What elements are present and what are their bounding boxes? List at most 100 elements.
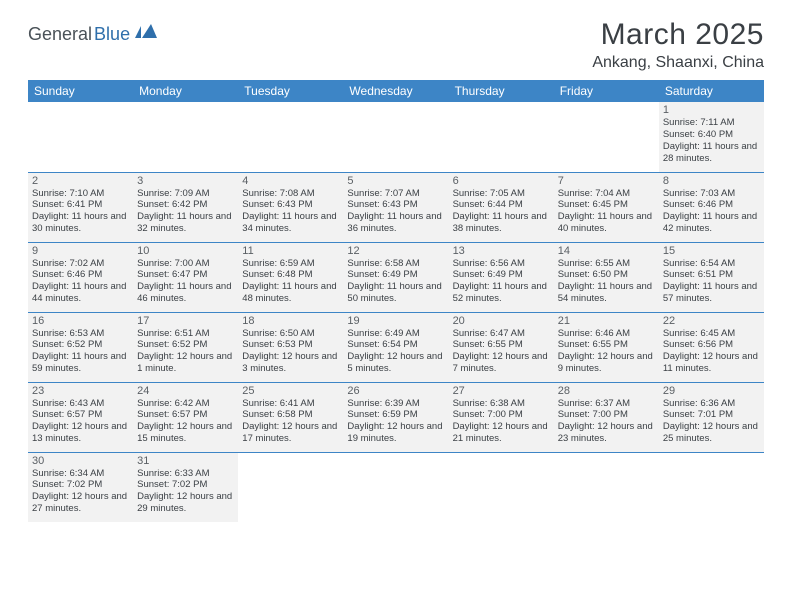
- day-number: 6: [453, 175, 550, 187]
- daylight-line: Daylight: 12 hours and 19 minutes.: [347, 421, 444, 445]
- sunrise-line: Sunrise: 6:50 AM: [242, 328, 339, 340]
- day-info: Sunrise: 6:58 AMSunset: 6:49 PMDaylight:…: [347, 258, 444, 306]
- sunset-line: Sunset: 6:54 PM: [347, 339, 444, 351]
- calendar-day-cell: [449, 102, 554, 172]
- day-info: Sunrise: 6:42 AMSunset: 6:57 PMDaylight:…: [137, 398, 234, 446]
- day-info: Sunrise: 6:34 AMSunset: 7:02 PMDaylight:…: [32, 468, 129, 516]
- sunset-line: Sunset: 6:53 PM: [242, 339, 339, 351]
- calendar-day-cell: 28Sunrise: 6:37 AMSunset: 7:00 PMDayligh…: [554, 382, 659, 452]
- day-info: Sunrise: 7:03 AMSunset: 6:46 PMDaylight:…: [663, 188, 760, 236]
- sunrise-line: Sunrise: 7:04 AM: [558, 188, 655, 200]
- calendar-day-cell: [238, 102, 343, 172]
- sunset-line: Sunset: 6:40 PM: [663, 129, 760, 141]
- calendar-day-cell: 2Sunrise: 7:10 AMSunset: 6:41 PMDaylight…: [28, 172, 133, 242]
- calendar-day-cell: [238, 452, 343, 522]
- sunrise-line: Sunrise: 6:34 AM: [32, 468, 129, 480]
- daylight-line: Daylight: 12 hours and 21 minutes.: [453, 421, 550, 445]
- logo: GeneralBlue: [28, 18, 157, 45]
- sunrise-line: Sunrise: 6:36 AM: [663, 398, 760, 410]
- daylight-line: Daylight: 12 hours and 11 minutes.: [663, 351, 760, 375]
- daylight-line: Daylight: 12 hours and 7 minutes.: [453, 351, 550, 375]
- daylight-line: Daylight: 11 hours and 30 minutes.: [32, 211, 129, 235]
- calendar-week-row: 2Sunrise: 7:10 AMSunset: 6:41 PMDaylight…: [28, 172, 764, 242]
- daylight-line: Daylight: 12 hours and 1 minute.: [137, 351, 234, 375]
- sunset-line: Sunset: 6:50 PM: [558, 269, 655, 281]
- daylight-line: Daylight: 11 hours and 48 minutes.: [242, 281, 339, 305]
- sunrise-line: Sunrise: 7:00 AM: [137, 258, 234, 270]
- day-number: 14: [558, 245, 655, 257]
- sunrise-line: Sunrise: 6:33 AM: [137, 468, 234, 480]
- day-info: Sunrise: 7:10 AMSunset: 6:41 PMDaylight:…: [32, 188, 129, 236]
- header: GeneralBlue March 2025 Ankang, Shaanxi, …: [28, 18, 764, 72]
- sunrise-line: Sunrise: 6:39 AM: [347, 398, 444, 410]
- sunrise-line: Sunrise: 7:11 AM: [663, 117, 760, 129]
- calendar-day-cell: 18Sunrise: 6:50 AMSunset: 6:53 PMDayligh…: [238, 312, 343, 382]
- sunset-line: Sunset: 7:02 PM: [137, 479, 234, 491]
- daylight-line: Daylight: 11 hours and 59 minutes.: [32, 351, 129, 375]
- calendar-week-row: 30Sunrise: 6:34 AMSunset: 7:02 PMDayligh…: [28, 452, 764, 522]
- calendar-day-cell: 10Sunrise: 7:00 AMSunset: 6:47 PMDayligh…: [133, 242, 238, 312]
- daylight-line: Daylight: 12 hours and 27 minutes.: [32, 491, 129, 515]
- calendar-week-row: 1Sunrise: 7:11 AMSunset: 6:40 PMDaylight…: [28, 102, 764, 172]
- calendar-day-cell: 30Sunrise: 6:34 AMSunset: 7:02 PMDayligh…: [28, 452, 133, 522]
- calendar-day-cell: 29Sunrise: 6:36 AMSunset: 7:01 PMDayligh…: [659, 382, 764, 452]
- calendar-day-cell: 4Sunrise: 7:08 AMSunset: 6:43 PMDaylight…: [238, 172, 343, 242]
- calendar-week-row: 23Sunrise: 6:43 AMSunset: 6:57 PMDayligh…: [28, 382, 764, 452]
- day-number: 26: [347, 385, 444, 397]
- flag-icon: [135, 24, 157, 45]
- calendar-day-cell: 9Sunrise: 7:02 AMSunset: 6:46 PMDaylight…: [28, 242, 133, 312]
- day-info: Sunrise: 6:41 AMSunset: 6:58 PMDaylight:…: [242, 398, 339, 446]
- weekday-header: Wednesday: [343, 80, 448, 102]
- weekday-header: Monday: [133, 80, 238, 102]
- weekday-header: Friday: [554, 80, 659, 102]
- sunrise-line: Sunrise: 6:59 AM: [242, 258, 339, 270]
- sunset-line: Sunset: 7:02 PM: [32, 479, 129, 491]
- day-number: 9: [32, 245, 129, 257]
- day-info: Sunrise: 7:08 AMSunset: 6:43 PMDaylight:…: [242, 188, 339, 236]
- day-info: Sunrise: 6:39 AMSunset: 6:59 PMDaylight:…: [347, 398, 444, 446]
- day-number: 5: [347, 175, 444, 187]
- daylight-line: Daylight: 11 hours and 54 minutes.: [558, 281, 655, 305]
- weekday-header: Saturday: [659, 80, 764, 102]
- daylight-line: Daylight: 12 hours and 15 minutes.: [137, 421, 234, 445]
- title-block: March 2025 Ankang, Shaanxi, China: [592, 18, 764, 72]
- sunrise-line: Sunrise: 7:07 AM: [347, 188, 444, 200]
- daylight-line: Daylight: 11 hours and 36 minutes.: [347, 211, 444, 235]
- calendar-day-cell: 19Sunrise: 6:49 AMSunset: 6:54 PMDayligh…: [343, 312, 448, 382]
- sunrise-line: Sunrise: 7:05 AM: [453, 188, 550, 200]
- day-info: Sunrise: 6:55 AMSunset: 6:50 PMDaylight:…: [558, 258, 655, 306]
- calendar-day-cell: 22Sunrise: 6:45 AMSunset: 6:56 PMDayligh…: [659, 312, 764, 382]
- daylight-line: Daylight: 12 hours and 9 minutes.: [558, 351, 655, 375]
- sunrise-line: Sunrise: 7:03 AM: [663, 188, 760, 200]
- day-number: 31: [137, 455, 234, 467]
- day-number: 15: [663, 245, 760, 257]
- sunset-line: Sunset: 6:41 PM: [32, 199, 129, 211]
- day-number: 7: [558, 175, 655, 187]
- day-number: 22: [663, 315, 760, 327]
- daylight-line: Daylight: 12 hours and 13 minutes.: [32, 421, 129, 445]
- sunset-line: Sunset: 6:42 PM: [137, 199, 234, 211]
- sunset-line: Sunset: 6:46 PM: [32, 269, 129, 281]
- weekday-header-row: SundayMondayTuesdayWednesdayThursdayFrid…: [28, 80, 764, 102]
- month-title: March 2025: [592, 18, 764, 52]
- calendar-day-cell: 21Sunrise: 6:46 AMSunset: 6:55 PMDayligh…: [554, 312, 659, 382]
- daylight-line: Daylight: 11 hours and 50 minutes.: [347, 281, 444, 305]
- daylight-line: Daylight: 11 hours and 40 minutes.: [558, 211, 655, 235]
- sunrise-line: Sunrise: 6:55 AM: [558, 258, 655, 270]
- calendar-day-cell: 15Sunrise: 6:54 AMSunset: 6:51 PMDayligh…: [659, 242, 764, 312]
- daylight-line: Daylight: 11 hours and 52 minutes.: [453, 281, 550, 305]
- sunrise-line: Sunrise: 6:58 AM: [347, 258, 444, 270]
- day-number: 27: [453, 385, 550, 397]
- calendar-day-cell: 17Sunrise: 6:51 AMSunset: 6:52 PMDayligh…: [133, 312, 238, 382]
- sunrise-line: Sunrise: 6:56 AM: [453, 258, 550, 270]
- sunrise-line: Sunrise: 6:47 AM: [453, 328, 550, 340]
- sunset-line: Sunset: 6:57 PM: [32, 409, 129, 421]
- day-info: Sunrise: 6:38 AMSunset: 7:00 PMDaylight:…: [453, 398, 550, 446]
- calendar-day-cell: 14Sunrise: 6:55 AMSunset: 6:50 PMDayligh…: [554, 242, 659, 312]
- sunset-line: Sunset: 6:52 PM: [137, 339, 234, 351]
- calendar-day-cell: 5Sunrise: 7:07 AMSunset: 6:43 PMDaylight…: [343, 172, 448, 242]
- calendar-day-cell: 6Sunrise: 7:05 AMSunset: 6:44 PMDaylight…: [449, 172, 554, 242]
- sunrise-line: Sunrise: 6:54 AM: [663, 258, 760, 270]
- sunrise-line: Sunrise: 7:09 AM: [137, 188, 234, 200]
- sunset-line: Sunset: 6:49 PM: [347, 269, 444, 281]
